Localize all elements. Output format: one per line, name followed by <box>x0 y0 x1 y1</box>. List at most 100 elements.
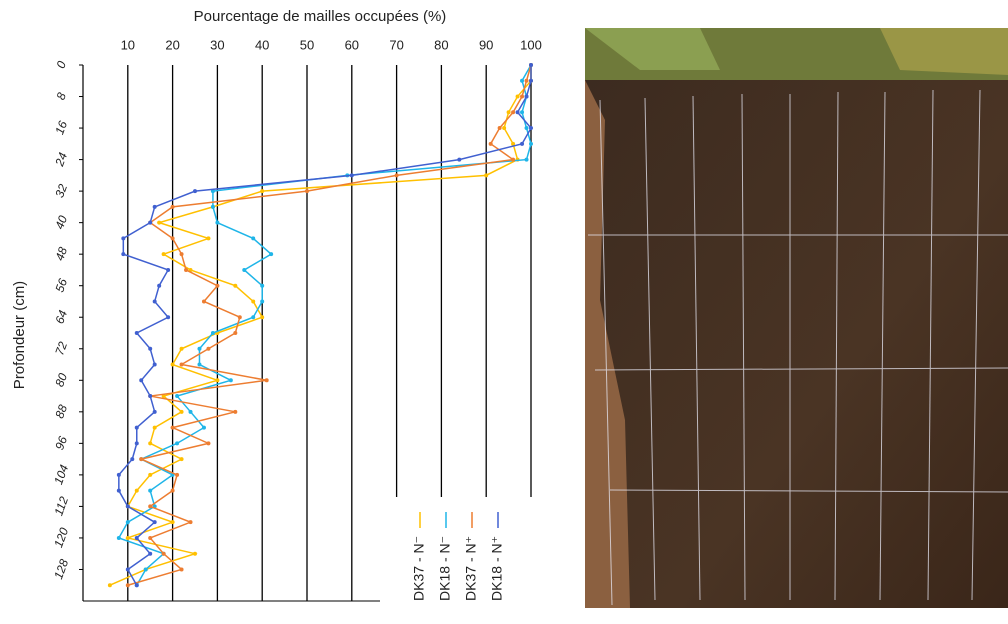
data-point <box>529 141 533 146</box>
data-point <box>179 457 184 462</box>
series-line <box>109 65 532 586</box>
data-point <box>166 267 171 272</box>
data-point <box>215 378 220 383</box>
data-point <box>529 63 533 67</box>
y-tick-label: 104 <box>51 462 71 486</box>
data-point <box>152 425 157 430</box>
data-point <box>457 157 462 162</box>
y-tick-label: 56 <box>52 276 70 294</box>
data-point <box>166 315 171 320</box>
data-point <box>139 457 144 462</box>
data-point <box>251 236 256 241</box>
data-point <box>179 362 184 367</box>
data-point <box>215 220 220 225</box>
data-point <box>121 236 126 241</box>
data-point <box>251 315 256 320</box>
y-tick-label: 96 <box>52 434 70 452</box>
data-point <box>125 520 130 525</box>
data-point <box>520 110 525 115</box>
data-point <box>179 346 184 351</box>
data-point <box>233 331 238 335</box>
data-point <box>511 141 516 146</box>
y-tick-label: 80 <box>52 371 70 389</box>
y-tick-label: 32 <box>52 182 70 200</box>
data-point <box>520 94 525 99</box>
data-point <box>148 535 153 540</box>
data-point <box>134 425 139 430</box>
data-point <box>157 220 162 225</box>
data-point <box>184 267 189 272</box>
x-tick-label: 70 <box>389 37 403 52</box>
x-tick-label: 30 <box>210 37 224 52</box>
data-point <box>161 252 166 257</box>
data-point <box>148 504 153 509</box>
data-point <box>179 567 184 572</box>
data-point <box>134 488 139 493</box>
x-tick-label: 40 <box>255 37 269 52</box>
x-tick-label: 80 <box>434 37 448 52</box>
data-point <box>197 362 202 367</box>
data-point <box>175 394 180 399</box>
x-tick-label: 100 <box>520 37 542 52</box>
data-point <box>524 94 529 99</box>
y-tick-label: 64 <box>52 308 70 326</box>
data-point <box>188 520 193 525</box>
series-line <box>118 65 532 586</box>
data-point <box>116 535 121 540</box>
data-point <box>134 331 139 335</box>
data-point <box>515 94 520 99</box>
data-point <box>201 299 206 304</box>
data-point <box>520 78 525 83</box>
data-point <box>148 441 153 446</box>
data-point <box>497 126 502 131</box>
data-point <box>515 110 520 115</box>
series-line <box>127 64 532 586</box>
data-point <box>260 283 265 288</box>
data-point <box>260 299 265 304</box>
data-point <box>148 394 153 399</box>
data-point <box>201 425 206 430</box>
data-point <box>161 551 166 556</box>
data-point <box>116 488 121 493</box>
data-point <box>170 236 175 241</box>
data-point <box>175 441 180 446</box>
y-tick-label: 128 <box>51 557 71 581</box>
data-point <box>188 409 193 414</box>
chart-title: Pourcentage de mailles occupées (%) <box>194 8 447 25</box>
y-tick-label: 48 <box>52 245 70 263</box>
data-point <box>170 520 175 525</box>
data-point <box>529 78 533 83</box>
data-point <box>210 204 215 209</box>
data-point <box>152 204 157 209</box>
data-point <box>152 520 157 525</box>
legend-label: DK37 - N⁻ <box>411 536 427 601</box>
soil-photo <box>585 28 1008 608</box>
data-point <box>125 567 130 572</box>
data-point <box>134 441 139 446</box>
data-point <box>143 567 148 572</box>
y-tick-label: 24 <box>52 150 70 169</box>
data-point <box>170 425 175 430</box>
y-tick-label: 88 <box>52 403 70 421</box>
series-line <box>117 64 532 586</box>
legend-label: DK18 - N⁺ <box>489 536 505 601</box>
x-tick-label: 50 <box>300 37 314 52</box>
data-point <box>139 378 144 383</box>
data-point <box>206 236 211 241</box>
data-point <box>193 551 197 556</box>
data-point <box>134 583 139 588</box>
y-tick-label: 72 <box>52 340 70 358</box>
x-tick-label: 20 <box>165 37 179 52</box>
data-point <box>197 346 202 351</box>
data-point <box>152 299 157 304</box>
data-point <box>215 283 220 288</box>
data-point <box>170 362 175 367</box>
data-point <box>125 504 130 509</box>
data-point <box>264 378 269 383</box>
y-tick-label: 120 <box>51 526 71 550</box>
data-point <box>524 78 529 83</box>
data-point <box>193 189 197 194</box>
data-point <box>125 535 130 540</box>
data-point <box>152 409 157 414</box>
